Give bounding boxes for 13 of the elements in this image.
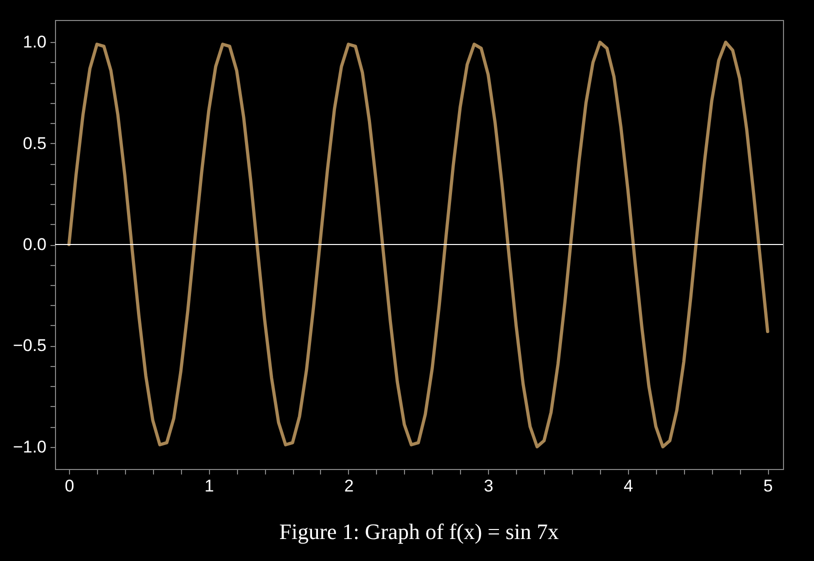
x-tick-label: 5 (763, 476, 773, 496)
y-tick-label: 1.0 (22, 32, 46, 52)
x-tick-label: 2 (344, 476, 354, 496)
x-tick-label: 1 (204, 476, 214, 496)
x-tick-label: 4 (624, 476, 634, 496)
y-tick-label: −1.0 (12, 437, 46, 456)
y-tick-label: 0.0 (22, 235, 46, 254)
x-tick-label: 3 (484, 476, 494, 496)
y-tick-label: 0.5 (22, 134, 46, 153)
line-series (67, 40, 770, 448)
x-tick-label: 0 (64, 476, 74, 496)
y-tick-label: −0.5 (12, 336, 46, 356)
caption: Figure 1: Graph of f(x) = sin 7x (279, 519, 559, 544)
